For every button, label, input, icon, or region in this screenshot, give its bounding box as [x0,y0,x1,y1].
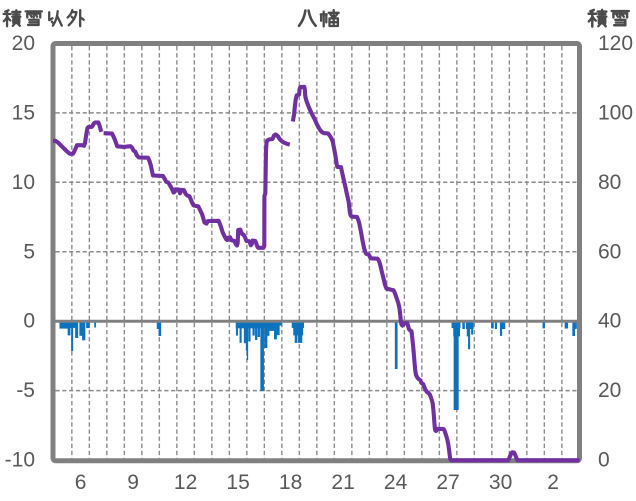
svg-text:2: 2 [547,471,559,494]
svg-text:21: 21 [331,471,354,494]
svg-text:10: 10 [12,171,35,194]
svg-text:15: 15 [226,471,249,494]
svg-text:80: 80 [598,171,621,194]
svg-text:18: 18 [279,471,302,494]
svg-text:12: 12 [174,471,197,494]
svg-text:20: 20 [598,379,621,402]
svg-text:6: 6 [75,471,87,494]
svg-text:60: 60 [598,240,621,263]
svg-text:30: 30 [489,471,512,494]
svg-text:40: 40 [598,310,621,333]
svg-text:0: 0 [598,449,610,472]
svg-text:24: 24 [384,471,408,494]
svg-text:9: 9 [127,471,139,494]
svg-text:27: 27 [436,471,459,494]
svg-text:-5: -5 [16,379,35,402]
svg-text:120: 120 [598,32,633,55]
svg-text:0: 0 [23,310,35,333]
svg-text:5: 5 [23,240,35,263]
svg-text:15: 15 [12,101,35,124]
svg-text:-10: -10 [5,449,35,472]
svg-text:100: 100 [598,101,633,124]
svg-text:20: 20 [12,32,35,55]
